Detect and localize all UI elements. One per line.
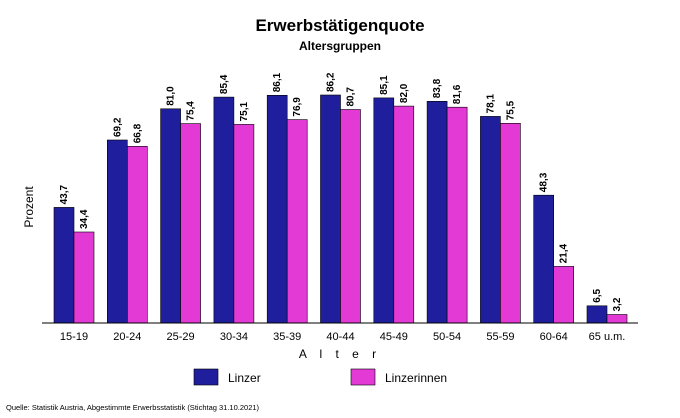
bar-linzerinnen-25-29: [180, 123, 201, 324]
x-tick-labels: 15-19 20-24 25-29 30-34 35-39 40-44 45-49 50-54…: [60, 331, 625, 343]
x-tick-label: 25-29: [167, 331, 195, 343]
x-tick-label: 35-39: [273, 331, 301, 343]
value-label-linzer-25-29: 81,0: [166, 86, 177, 106]
source-note: Quelle: Statistik Austria, Abgestimmte E…: [6, 403, 260, 412]
bar-linzerinnen-50-54: [446, 106, 468, 324]
x-tick-label: 65 u.m.: [589, 331, 626, 343]
value-label-linzerinnen-65 u.m.: 3,2: [612, 297, 623, 311]
x-tick-label: 30-34: [220, 331, 248, 343]
value-label-linzer-40-44: 86,2: [326, 72, 337, 92]
bar-linzer-50-54: [426, 101, 448, 324]
bar-linzer-20-24: [107, 139, 128, 324]
value-label-linzerinnen-60-64: 21,4: [559, 243, 570, 263]
value-label-linzerinnen-25-29: 75,4: [186, 101, 197, 121]
value-label-linzer-30-34: 85,4: [219, 74, 230, 94]
bar-linzer-15-19: [53, 207, 75, 324]
bar-linzerinnen-20-24: [127, 146, 148, 324]
bar-linzerinnen-35-39: [286, 119, 308, 324]
x-tick-label: 15-19: [60, 331, 88, 343]
bars-layer: [53, 94, 628, 324]
value-label-linzerinnen-30-34: 75,1: [239, 101, 250, 121]
bar-linzer-25-29: [160, 108, 181, 324]
value-label-linzerinnen-45-49: 82,0: [399, 83, 410, 103]
value-label-linzerinnen-15-19: 34,4: [79, 209, 90, 229]
value-labels-layer: 43,7 34,4 69,2 66,8 81,0 75,4 85,4 75,1 86,1 76,9…: [59, 72, 623, 311]
value-label-linzer-65 u.m.: 6,5: [592, 288, 603, 302]
bar-linzerinnen-40-44: [340, 109, 361, 324]
bar-linzerinnen-45-49: [393, 105, 415, 324]
value-label-linzerinnen-50-54: 81,6: [452, 84, 463, 104]
chart-subtitle: Altersgruppen: [299, 39, 381, 53]
x-tick-label: 50-54: [433, 331, 461, 343]
legend-swatch-linzerinnen: [350, 368, 376, 386]
bar-linzer-55-59: [480, 116, 501, 324]
value-label-linzer-50-54: 83,8: [432, 78, 443, 98]
value-label-linzerinnen-35-39: 76,9: [292, 97, 303, 117]
x-tick-label: 40-44: [326, 331, 354, 343]
legend-label-linzerinnen: Linzerinnen: [385, 371, 447, 385]
bar-linzer-30-34: [213, 96, 235, 324]
bar-linzerinnen-15-19: [73, 231, 95, 324]
value-label-linzerinnen-55-59: 75,5: [505, 100, 516, 120]
bar-linzerinnen-60-64: [553, 266, 575, 324]
x-tick-label: 60-64: [540, 331, 568, 343]
x-axis-title: A l t e r: [299, 347, 381, 361]
value-label-linzer-45-49: 85,1: [379, 75, 390, 95]
value-label-linzer-20-24: 69,2: [112, 117, 123, 137]
bar-linzerinnen-30-34: [233, 124, 255, 324]
value-label-linzer-55-59: 78,1: [485, 93, 496, 113]
x-tick-label: 45-49: [380, 331, 408, 343]
bar-linzer-65 u.m.: [586, 305, 608, 324]
bar-linzer-40-44: [320, 94, 341, 324]
legend: Linzer Linzerinnen: [193, 368, 447, 386]
value-label-linzer-15-19: 43,7: [59, 184, 70, 204]
bar-linzer-35-39: [266, 95, 288, 324]
x-tick-label: 55-59: [486, 331, 514, 343]
value-label-linzer-60-64: 48,3: [539, 172, 550, 192]
legend-label-linzer: Linzer: [228, 371, 261, 385]
chart-title: Erwerbstätigenquote: [255, 16, 424, 35]
bar-linzer-45-49: [373, 97, 395, 324]
bar-linzer-60-64: [533, 194, 555, 324]
y-axis-title: Prozent: [22, 186, 36, 228]
x-tick-label: 20-24: [113, 331, 141, 343]
value-label-linzerinnen-40-44: 80,7: [346, 87, 357, 107]
value-label-linzerinnen-20-24: 66,8: [132, 123, 143, 143]
value-label-linzer-35-39: 86,1: [272, 72, 283, 92]
legend-swatch-linzer: [193, 368, 219, 386]
bar-linzerinnen-65 u.m.: [606, 314, 628, 324]
bar-linzerinnen-55-59: [500, 123, 521, 324]
